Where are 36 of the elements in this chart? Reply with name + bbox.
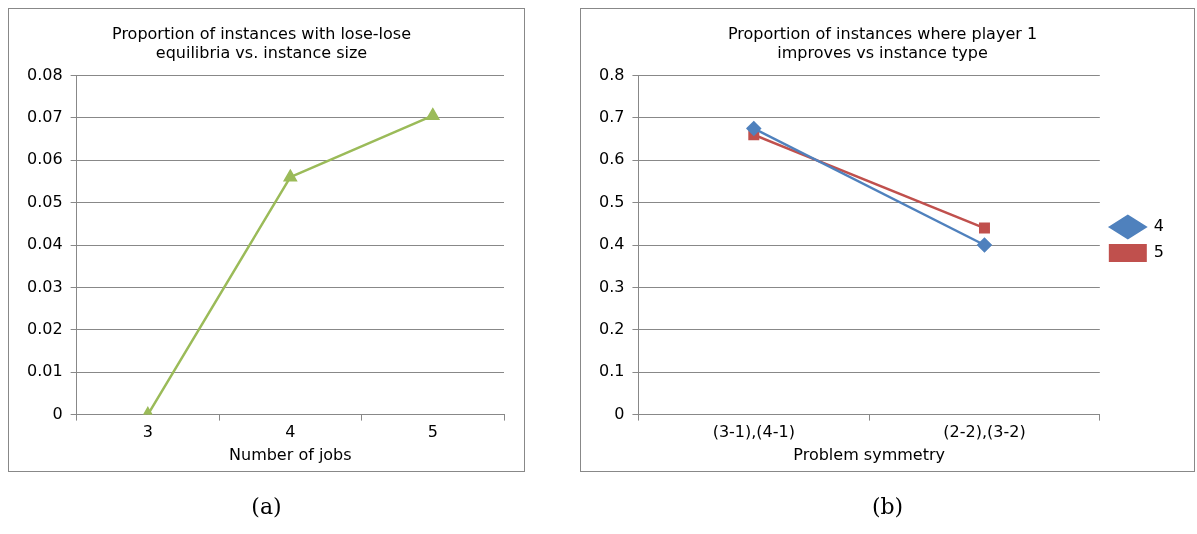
y-tick-label: 0.6 (598, 149, 625, 169)
y-tick-label: 0.7 (598, 106, 625, 126)
point (978, 222, 990, 234)
y-tick-label: 0 (52, 403, 63, 423)
y-tick-label: 0.07 (27, 106, 63, 126)
y-tick-label: 0.5 (598, 191, 625, 211)
x-tick-label: 4 (285, 422, 296, 442)
x-tick-label: 3 (142, 422, 153, 442)
x-axis-title: Number of jobs (229, 444, 352, 464)
x-tick-label: (2-2),(3-2) (943, 422, 1026, 442)
point (977, 237, 992, 253)
text: (b) (871, 494, 904, 519)
x-tick-label: (3-1),(4-1) (712, 422, 795, 442)
y-tick-label: 0.05 (27, 191, 63, 211)
y-tick-label: 0.01 (27, 361, 63, 381)
y-tick-label: 0.3 (598, 276, 625, 296)
x-axis-title: Problem symmetry (793, 444, 945, 464)
text: (a) (251, 494, 282, 519)
y-tick-label: 0.2 (598, 318, 625, 338)
point (746, 121, 762, 136)
y-tick-label: 0.4 (598, 234, 625, 254)
y-tick-label: 0.03 (27, 276, 63, 296)
chart-title: Proportion of instances with lose-lose equilibria vs. instance size (112, 23, 411, 62)
y-tick-label: 0 (614, 403, 625, 423)
legend-label: 4 (1153, 216, 1165, 236)
y-tick-label: 0.06 (27, 149, 63, 169)
point (283, 169, 297, 182)
y-tick-label: 0.08 (27, 64, 63, 84)
x-tick-label: 5 (427, 422, 438, 442)
point (426, 108, 440, 120)
chart-title: Proportion of instances where player 1 improves vs instance type (727, 23, 1038, 62)
y-tick-label: 0.1 (598, 361, 625, 381)
y-tick-label: 0.04 (27, 234, 63, 254)
legend-label: 5 (1153, 242, 1165, 262)
y-tick-label: 0.02 (27, 318, 63, 338)
y-tick-label: 0.8 (598, 64, 625, 84)
